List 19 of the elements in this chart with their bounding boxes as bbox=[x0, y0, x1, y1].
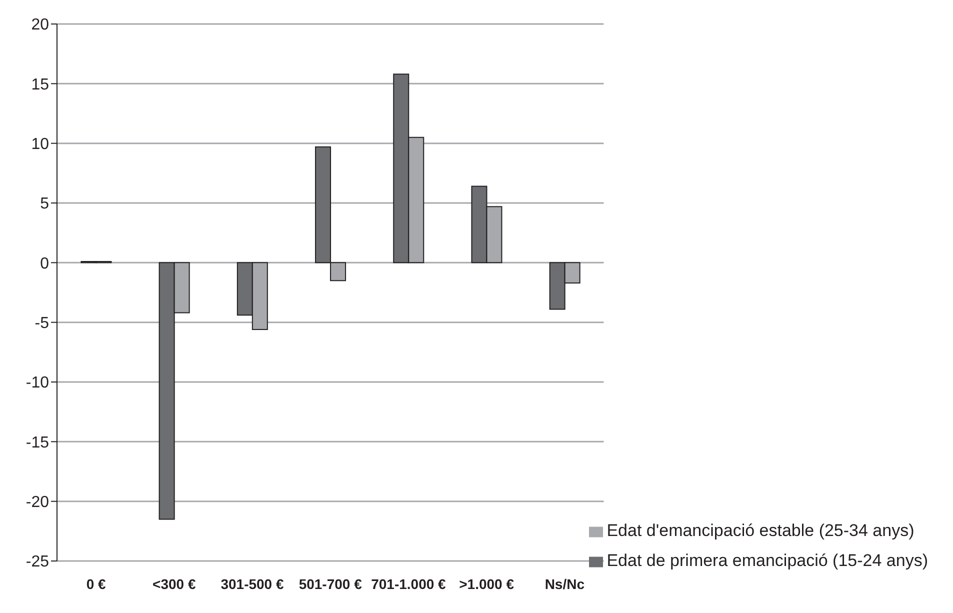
x-tick-label: >1.000 € bbox=[459, 576, 514, 592]
x-tick-label: 0 € bbox=[86, 576, 106, 592]
x-tick-label: Ns/Nc bbox=[544, 576, 585, 592]
y-tick-label: 20 bbox=[31, 16, 50, 34]
y-tick-label: 0 bbox=[40, 255, 50, 272]
x-tick-label: <300 € bbox=[152, 576, 196, 592]
x-tick-label: 501-700 € bbox=[298, 576, 362, 592]
y-tick-label: -15 bbox=[26, 434, 50, 452]
y-tick-label: 15 bbox=[31, 76, 50, 94]
x-tick-label: 301-500 € bbox=[220, 576, 284, 592]
legend-label: Edat d'emancipació estable (25-34 anys) bbox=[606, 521, 914, 540]
y-tick-label: -5 bbox=[34, 315, 50, 332]
y-tick-label: -20 bbox=[26, 494, 50, 512]
legend-label: Edat de primera emancipació (15-24 anys) bbox=[606, 551, 928, 570]
y-tick-label: -25 bbox=[26, 554, 50, 571]
y-tick-label: -10 bbox=[26, 374, 50, 392]
y-tick-label: 10 bbox=[31, 136, 50, 154]
x-tick-label: 701-1.000 € bbox=[371, 576, 446, 592]
y-tick-label: 5 bbox=[40, 196, 50, 213]
